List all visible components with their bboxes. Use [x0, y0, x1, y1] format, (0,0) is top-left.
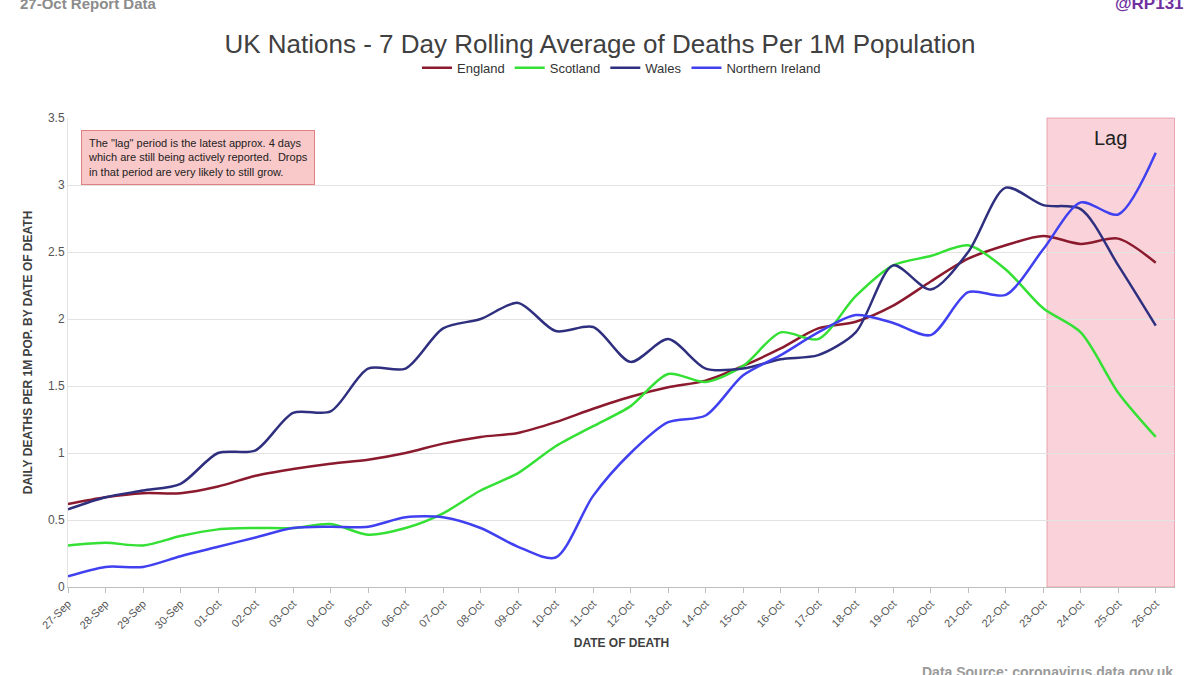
svg-text:0: 0	[58, 580, 65, 594]
svg-text:08-Oct: 08-Oct	[454, 598, 486, 630]
svg-text:09-Oct: 09-Oct	[492, 598, 524, 630]
svg-text:2: 2	[58, 312, 65, 326]
svg-text:16-Oct: 16-Oct	[754, 598, 786, 630]
svg-text:03-Oct: 03-Oct	[267, 598, 299, 630]
svg-text:Wales: Wales	[645, 61, 681, 76]
svg-text:27-Oct Report Data: 27-Oct Report Data	[20, 0, 157, 12]
svg-text:30-Sep: 30-Sep	[152, 598, 186, 632]
svg-text:22-Oct: 22-Oct	[979, 598, 1011, 630]
svg-text:21-Oct: 21-Oct	[942, 598, 974, 630]
svg-text:@RP131: @RP131	[1115, 0, 1184, 13]
svg-text:The "lag" period is the latest: The "lag" period is the latest approx. 4…	[88, 137, 308, 178]
svg-text:1: 1	[58, 446, 65, 460]
svg-text:17-Oct: 17-Oct	[792, 598, 824, 630]
svg-text:10-Oct: 10-Oct	[529, 598, 561, 630]
svg-text:13-Oct: 13-Oct	[642, 598, 674, 630]
svg-text:04-Oct: 04-Oct	[304, 598, 336, 630]
svg-text:UK Nations - 7 Day Rolling Ave: UK Nations - 7 Day Rolling Average of De…	[224, 29, 975, 59]
svg-text:19-Oct: 19-Oct	[867, 598, 899, 630]
svg-text:14-Oct: 14-Oct	[679, 598, 711, 630]
svg-text:02-Oct: 02-Oct	[229, 598, 261, 630]
svg-text:23-Oct: 23-Oct	[1017, 598, 1049, 630]
svg-text:07-Oct: 07-Oct	[417, 598, 449, 630]
svg-text:24-Oct: 24-Oct	[1054, 598, 1086, 630]
svg-text:England: England	[457, 61, 505, 76]
svg-text:06-Oct: 06-Oct	[379, 598, 411, 630]
svg-text:26-Oct: 26-Oct	[1129, 598, 1161, 630]
svg-text:29-Sep: 29-Sep	[115, 598, 149, 632]
svg-text:1.5: 1.5	[48, 379, 65, 393]
svg-text:05-Oct: 05-Oct	[342, 598, 374, 630]
svg-text:Northern Ireland: Northern Ireland	[726, 61, 820, 76]
svg-text:20-Oct: 20-Oct	[904, 598, 936, 630]
svg-text:11-Oct: 11-Oct	[567, 598, 598, 629]
svg-text:2.5: 2.5	[48, 245, 65, 259]
svg-text:DATE OF DEATH: DATE OF DEATH	[574, 636, 670, 650]
svg-text:Lag: Lag	[1094, 127, 1127, 149]
svg-text:01-Oct: 01-Oct	[192, 598, 224, 630]
svg-text:25-Oct: 25-Oct	[1092, 598, 1124, 630]
svg-text:DAILY DEATHS PER 1M POP. BY DA: DAILY DEATHS PER 1M POP. BY DATE OF DEAT…	[21, 211, 35, 495]
svg-text:Data Source: coronavirus.data.: Data Source: coronavirus.data.gov.uk	[922, 664, 1173, 675]
svg-text:18-Oct: 18-Oct	[829, 598, 861, 630]
svg-text:28-Sep: 28-Sep	[77, 598, 111, 632]
svg-text:15-Oct: 15-Oct	[717, 598, 749, 630]
svg-text:3: 3	[58, 178, 65, 192]
svg-text:0.5: 0.5	[48, 513, 65, 527]
svg-text:27-Sep: 27-Sep	[40, 598, 74, 632]
svg-text:12-Oct: 12-Oct	[604, 598, 636, 630]
svg-text:Scotland: Scotland	[550, 61, 601, 76]
svg-text:3.5: 3.5	[48, 111, 65, 125]
